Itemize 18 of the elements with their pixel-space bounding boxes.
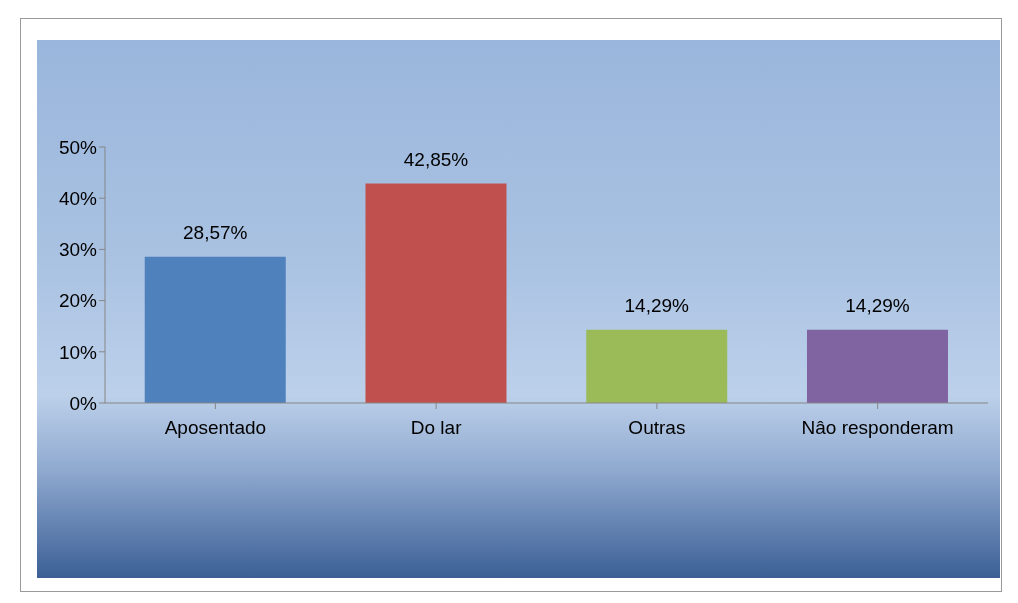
x-tick-label: Nâo responderam xyxy=(801,417,954,439)
y-tick-label: 40% xyxy=(58,187,98,209)
y-tick-label: 0% xyxy=(69,392,98,414)
data-label: 14,29% xyxy=(624,294,690,316)
data-label: 28,57% xyxy=(183,221,248,243)
y-tick-label: 20% xyxy=(58,290,98,312)
x-tick-label: Aposentado xyxy=(164,417,267,439)
bar xyxy=(144,256,286,403)
y-tick-label: 30% xyxy=(58,239,98,261)
bar xyxy=(806,329,948,403)
data-label: 42,85% xyxy=(403,148,469,170)
data-label: 14,29% xyxy=(845,294,910,316)
y-tick-label: 10% xyxy=(58,341,98,363)
y-tick-label: 50% xyxy=(58,136,98,158)
x-tick-label: Outras xyxy=(628,417,686,439)
bar xyxy=(365,183,507,403)
bar xyxy=(586,329,728,403)
x-tick-label: Do lar xyxy=(410,417,463,439)
